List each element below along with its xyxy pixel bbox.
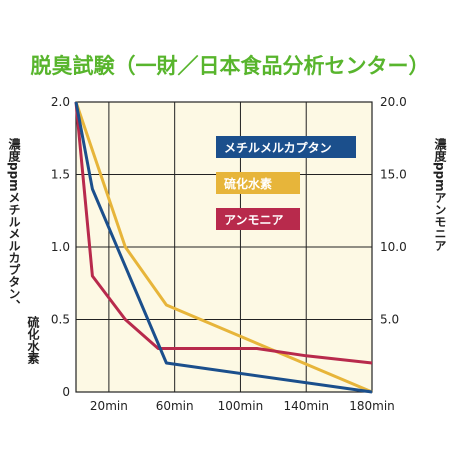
y-left-tick-label: 1.0 [51, 240, 70, 254]
y-right-tick-label: 15.0 [380, 168, 407, 182]
y-left-axis-label: 濃度ppmメチルメルカプタン、 [7, 137, 21, 312]
y-right-tick-label: 10.0 [380, 240, 407, 254]
y-left-tick-label: 0 [62, 385, 70, 399]
y-left-tick-label: 1.5 [51, 168, 70, 182]
legend-label: メチルメルカプタン [224, 140, 332, 155]
legend-label: 硫化水素 [224, 176, 272, 191]
y-left-tick-label: 2.0 [51, 95, 70, 109]
x-tick-label: 140min [283, 399, 329, 413]
y-right-tick-label: 5.0 [380, 313, 399, 327]
y-right-axis-label: 濃度ppmアンモニア [433, 137, 447, 252]
x-tick-label: 180min [349, 399, 395, 413]
x-tick-label: 100min [218, 399, 264, 413]
x-tick-label: 20min [90, 399, 128, 413]
x-tick-label: 60min [156, 399, 194, 413]
y-left-tick-label: 0.5 [51, 313, 70, 327]
y-right-tick-label: 20.0 [380, 95, 407, 109]
y-left-axis-label: 硫化水素 [26, 315, 40, 365]
legend-label: アンモニア [224, 213, 284, 227]
